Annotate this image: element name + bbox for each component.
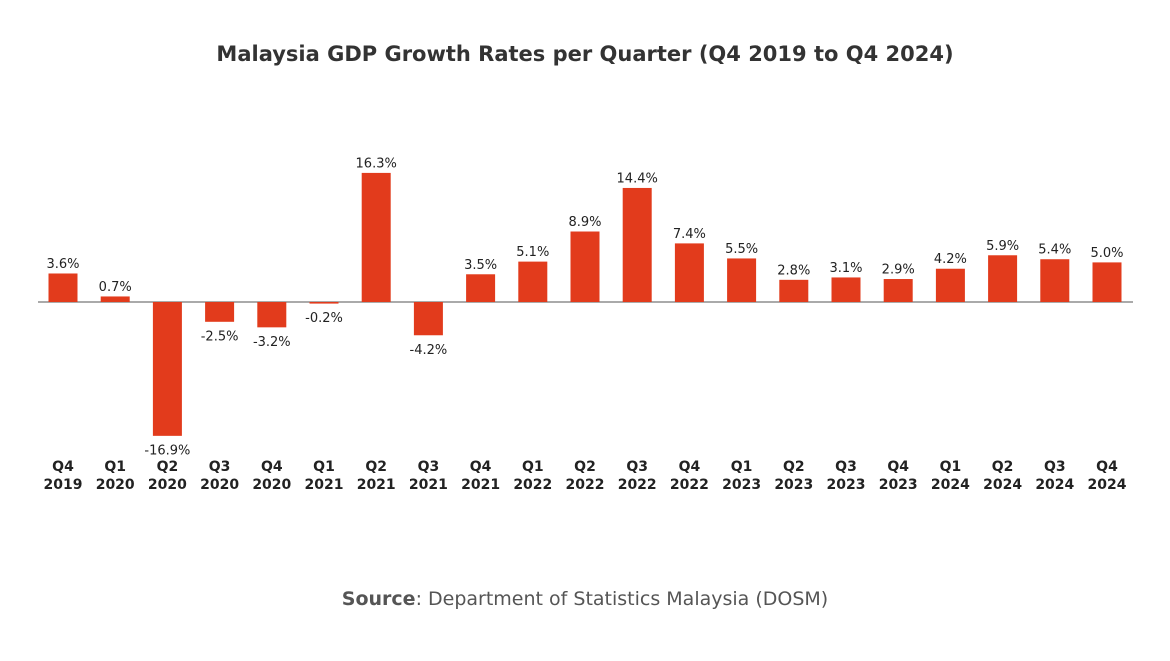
value-label: 2.8%	[777, 263, 810, 278]
bar	[622, 187, 652, 302]
x-tick-label: Q2 2020	[147, 459, 187, 493]
bar	[205, 302, 235, 322]
x-tick-label: Q3 2020	[200, 459, 240, 493]
x-tick-label: Q3 2024	[1035, 459, 1075, 493]
x-tick-label: Q1 2022	[513, 459, 553, 493]
x-tick-label: Q4 2021	[461, 459, 501, 493]
x-tick-label: Q3 2023	[826, 459, 866, 493]
x-tick-label: Q1 2023	[722, 459, 762, 493]
value-label: -2.5%	[201, 329, 239, 344]
bar	[570, 231, 600, 302]
value-label: 16.3%	[356, 156, 397, 171]
bar	[779, 279, 809, 302]
bar	[727, 258, 757, 302]
value-label: 5.9%	[986, 239, 1019, 254]
value-label: -0.2%	[305, 311, 343, 326]
value-label: 14.4%	[617, 171, 658, 186]
bar	[674, 243, 704, 302]
value-label: 5.1%	[516, 245, 549, 260]
bar	[257, 302, 287, 328]
bar	[518, 261, 548, 302]
bar	[1040, 259, 1070, 302]
bar	[1092, 262, 1122, 302]
value-label: 0.7%	[99, 280, 132, 295]
x-tick-label: Q4 2020	[252, 459, 292, 493]
value-label: 3.1%	[829, 261, 862, 276]
source-label: Source	[341, 588, 416, 610]
x-tick-label: Q2 2023	[774, 459, 814, 493]
value-label: 2.9%	[882, 263, 915, 278]
x-tick-label: Q4 2023	[878, 459, 918, 493]
bar	[466, 274, 496, 302]
x-tick-label: Q1 2020	[95, 459, 135, 493]
value-label: 5.5%	[725, 242, 758, 257]
bar	[988, 255, 1018, 302]
bar	[309, 302, 339, 304]
source: Source: Department of Statistics Malaysi…	[0, 588, 1170, 610]
value-label: 7.4%	[673, 227, 706, 242]
x-tick-label: Q2 2024	[983, 459, 1023, 493]
bar	[48, 273, 78, 302]
value-label: 4.2%	[934, 252, 967, 267]
bar	[100, 296, 130, 302]
source-text: : Department of Statistics Malaysia (DOS…	[415, 588, 829, 610]
value-label: -4.2%	[410, 343, 448, 358]
value-label: 3.6%	[46, 257, 79, 272]
x-tick-label: Q4 2024	[1087, 459, 1127, 493]
chart-title: Malaysia GDP Growth Rates per Quarter (Q…	[216, 42, 954, 66]
bar	[883, 279, 913, 302]
value-label: 5.4%	[1038, 243, 1071, 258]
value-label: -3.2%	[253, 335, 291, 350]
value-label: 5.0%	[1090, 246, 1123, 261]
value-label: 3.5%	[464, 258, 497, 273]
bar	[361, 172, 391, 302]
bar	[413, 302, 443, 336]
value-label: -16.9%	[144, 443, 190, 458]
x-tick-label: Q2 2021	[356, 459, 396, 493]
x-tick-label: Q4 2022	[669, 459, 709, 493]
x-tick-label: Q4 2019	[43, 459, 83, 493]
x-tick-label: Q1 2021	[304, 459, 344, 493]
bar	[152, 302, 182, 436]
value-label: 8.9%	[568, 215, 601, 230]
bar	[935, 268, 965, 302]
x-tick-label: Q2 2022	[565, 459, 605, 493]
bar	[831, 277, 861, 302]
x-tick-label: Q1 2024	[930, 459, 970, 493]
x-tick-label: Q3 2022	[617, 459, 657, 493]
x-tick-label: Q3 2021	[408, 459, 448, 493]
